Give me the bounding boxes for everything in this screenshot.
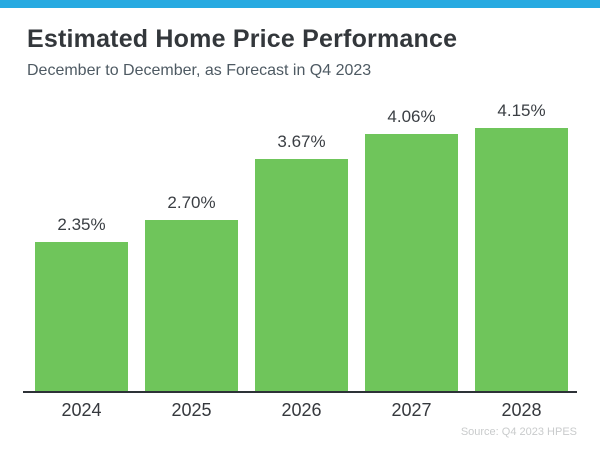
bars-row: 2.35% 2.70% 3.67% 4.06% 4.15% [35,100,600,391]
bar-value-label: 2.35% [57,214,106,234]
top-accent-bar [0,0,600,8]
x-axis-label: 2024 [61,399,102,420]
bar-value-label: 4.15% [497,100,546,120]
bar [475,127,568,391]
x-axis-label: 2028 [501,399,542,420]
x-axis-label: 2026 [281,399,322,420]
page-title: Estimated Home Price Performance [27,25,458,53]
bar-value-label: 2.70% [167,192,216,212]
bar [145,219,238,391]
page-subtitle: December to December, as Forecast in Q4 … [27,61,372,79]
bar-group: 4.06% [365,107,458,391]
source-note: Source: Q4 2023 HPES [460,425,577,438]
x-axis-label: 2025 [171,399,212,420]
bar-value-label: 3.67% [277,131,326,151]
x-axis-labels-row: 2024 2025 2026 2027 2028 [35,400,600,421]
bar [365,133,458,391]
bar-group: 4.15% [475,101,568,391]
bar-value-label: 4.06% [387,106,436,126]
x-axis-line [23,390,577,393]
x-axis-label: 2027 [391,399,432,420]
bar [255,158,348,391]
bar-group: 3.67% [255,132,348,391]
bar [35,241,128,391]
bar-chart: 2.35% 2.70% 3.67% 4.06% 4.15% 2024 2025 2026 20… [0,100,600,421]
chart-header: Estimated Home Price Performance Decembe… [0,8,600,80]
bar-group: 2.70% [145,193,238,391]
bar-group: 2.35% [35,215,128,391]
